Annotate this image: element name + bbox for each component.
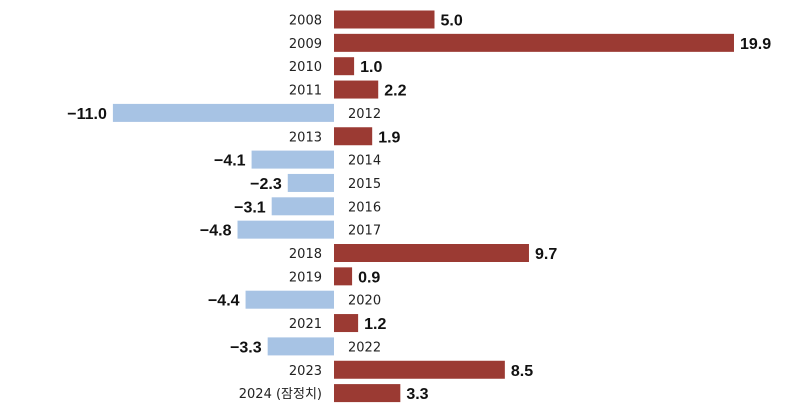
category-label: 2024 (잠정치) [239, 387, 322, 402]
bar-2017 [237, 220, 334, 239]
category-label: 2008 [289, 14, 322, 29]
bar-2013 [334, 127, 373, 146]
bar-2020 [245, 290, 334, 309]
value-label: −11.0 [67, 106, 107, 123]
value-label: 19.9 [740, 36, 771, 53]
value-label: 1.2 [364, 316, 386, 333]
value-label: −4.4 [208, 293, 240, 310]
category-label: 2014 [348, 154, 381, 169]
category-label: 2012 [348, 107, 381, 122]
category-label: 2010 [289, 60, 322, 75]
bar-2024 [334, 384, 401, 403]
value-label: 1.0 [360, 59, 382, 76]
bar-2019 [334, 267, 353, 286]
value-label: 0.9 [358, 269, 380, 286]
value-label: −2.3 [250, 176, 282, 193]
value-label: 1.9 [378, 129, 400, 146]
value-label: 8.5 [511, 363, 533, 380]
bar-2012 [112, 103, 335, 122]
category-label: 2023 [289, 364, 322, 379]
value-label: 9.7 [535, 246, 557, 263]
category-label: 2017 [348, 224, 381, 239]
bar-2008 [334, 10, 435, 29]
category-label: 2016 [348, 200, 381, 215]
value-label: −4.8 [200, 223, 232, 240]
bar-2009 [334, 33, 734, 52]
value-label: 5.0 [441, 13, 463, 30]
bar-2022 [267, 337, 334, 356]
category-label: 2009 [289, 37, 322, 52]
bar-2018 [334, 244, 529, 262]
bar-2011 [334, 80, 379, 99]
bar-2023 [334, 360, 505, 379]
category-label: 2011 [289, 84, 322, 99]
bar-2014 [251, 150, 334, 169]
value-label: 3.3 [406, 386, 428, 403]
bar-2016 [271, 197, 334, 216]
value-label: −4.1 [214, 153, 246, 170]
category-label: 2013 [289, 130, 322, 145]
category-label: 2015 [348, 177, 381, 192]
value-label: 2.2 [384, 83, 406, 100]
category-label: 2020 [348, 294, 381, 309]
category-label: 2021 [289, 317, 322, 332]
bar-2010 [334, 57, 355, 76]
value-label: −3.3 [230, 339, 262, 356]
category-label: 2019 [289, 270, 322, 285]
value-label: −3.1 [234, 199, 266, 216]
bar-2015 [287, 173, 334, 192]
category-label: 2022 [348, 340, 381, 355]
bar-2021 [334, 314, 359, 333]
category-label: 2018 [289, 247, 322, 262]
